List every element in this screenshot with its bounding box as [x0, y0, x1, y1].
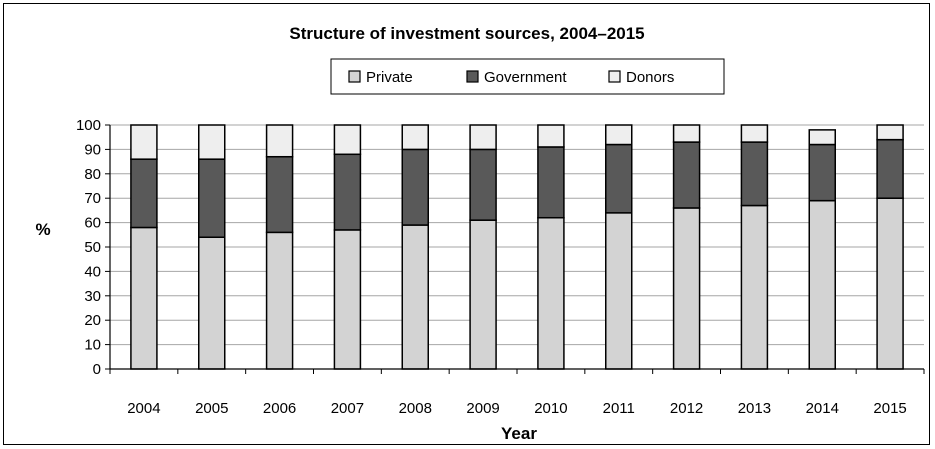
bar-segment-private-2006 [265, 231, 294, 370]
bar-segment-donors-2013 [740, 124, 769, 143]
legend-swatch-private [348, 70, 361, 83]
legend-label-donors: Donors [626, 69, 674, 86]
bar-segment-private-2011 [605, 212, 633, 370]
y-axis-label: % [35, 220, 50, 239]
bar-segment-government-2007 [333, 153, 362, 231]
x-axis-ticks: 2004 2005 2006 2007 2008 2009 2010 2011 2012 2013… [109, 369, 925, 417]
bar-segment-government-2009 [469, 148, 497, 221]
bar-segment-donors-2015 [876, 124, 904, 141]
bar-segment-government-2015 [876, 138, 904, 199]
legend-label-government: Government [484, 69, 567, 86]
bar-segment-donors-2014 [808, 129, 836, 146]
bar-segment-government-2005 [198, 158, 226, 238]
legend-swatch-donors [608, 70, 621, 83]
x-axis-label: Year [501, 424, 537, 443]
chart-title: Structure of investment sources, 2004–20… [289, 24, 644, 43]
stacked-bar-chart: Structure of investment sources, 2004–20… [35, 24, 925, 443]
legend-box [330, 58, 725, 95]
y-tick-label: 100 [76, 117, 101, 134]
y-tick-label: 10 [84, 337, 101, 354]
bar-segment-government-2013 [740, 141, 769, 207]
x-tick-label: 2007 [331, 400, 364, 417]
bar-segment-private-2014 [808, 199, 836, 370]
bar-segment-donors-2012 [672, 124, 701, 143]
legend-label-private: Private [366, 69, 413, 86]
bar-segment-government-2014 [808, 143, 836, 202]
x-tick-label: 2005 [195, 400, 228, 417]
bar-segment-donors-2004 [130, 124, 158, 160]
y-tick-label: 50 [84, 239, 101, 256]
bar-segment-donors-2008 [401, 124, 429, 151]
y-tick-label: 0 [93, 361, 101, 378]
bar-segment-private-2013 [740, 204, 769, 370]
x-tick-label: 2004 [127, 400, 160, 417]
bar-segment-private-2008 [401, 224, 429, 370]
chart-frame: Structure of investment sources, 2004–20… [3, 3, 930, 445]
x-tick-label: 2011 [603, 400, 635, 417]
x-tick-label: 2015 [873, 400, 906, 417]
bar-segment-government-2010 [537, 146, 565, 219]
bar-segment-donors-2005 [198, 124, 226, 160]
gridlines [110, 124, 924, 346]
bar-segment-government-2008 [401, 148, 429, 226]
axes [109, 125, 924, 370]
y-tick-label: 20 [84, 312, 101, 329]
x-tick-label: 2010 [534, 400, 567, 417]
bar-segment-private-2010 [537, 216, 565, 370]
x-tick-label: 2013 [738, 400, 771, 417]
y-tick-label: 40 [84, 263, 101, 280]
x-tick-label: 2012 [670, 400, 703, 417]
bar-segment-government-2004 [130, 158, 158, 229]
y-axis-ticks: 0 10 20 30 40 50 60 70 80 90 100 [76, 117, 110, 378]
bar-segment-donors-2009 [469, 124, 497, 151]
bar-segment-donors-2010 [537, 124, 565, 148]
bar-segment-private-2012 [672, 207, 701, 370]
bar-segment-private-2015 [876, 197, 904, 370]
y-tick-label: 80 [84, 166, 101, 183]
x-tick-label: 2008 [399, 400, 432, 417]
legend-swatch-government [466, 70, 479, 83]
bar-segment-private-2005 [198, 236, 226, 370]
bar-segment-private-2009 [469, 219, 497, 370]
bar-segment-government-2006 [265, 155, 294, 234]
legend: Private Government Donors [330, 58, 725, 95]
bar-segment-donors-2007 [333, 124, 362, 156]
bar-segment-government-2011 [605, 143, 633, 214]
y-tick-label: 90 [84, 141, 101, 158]
bar-segment-government-2012 [672, 141, 701, 209]
bar-segment-private-2007 [333, 229, 362, 370]
bar-segment-private-2004 [130, 226, 158, 370]
y-tick-label: 60 [84, 215, 101, 232]
bar-segment-donors-2011 [605, 124, 633, 146]
bar-segment-donors-2006 [265, 124, 294, 158]
y-tick-label: 70 [84, 190, 101, 207]
x-tick-label: 2009 [466, 400, 499, 417]
y-tick-label: 30 [84, 288, 101, 305]
x-tick-label: 2006 [263, 400, 296, 417]
x-tick-label: 2014 [806, 400, 839, 417]
